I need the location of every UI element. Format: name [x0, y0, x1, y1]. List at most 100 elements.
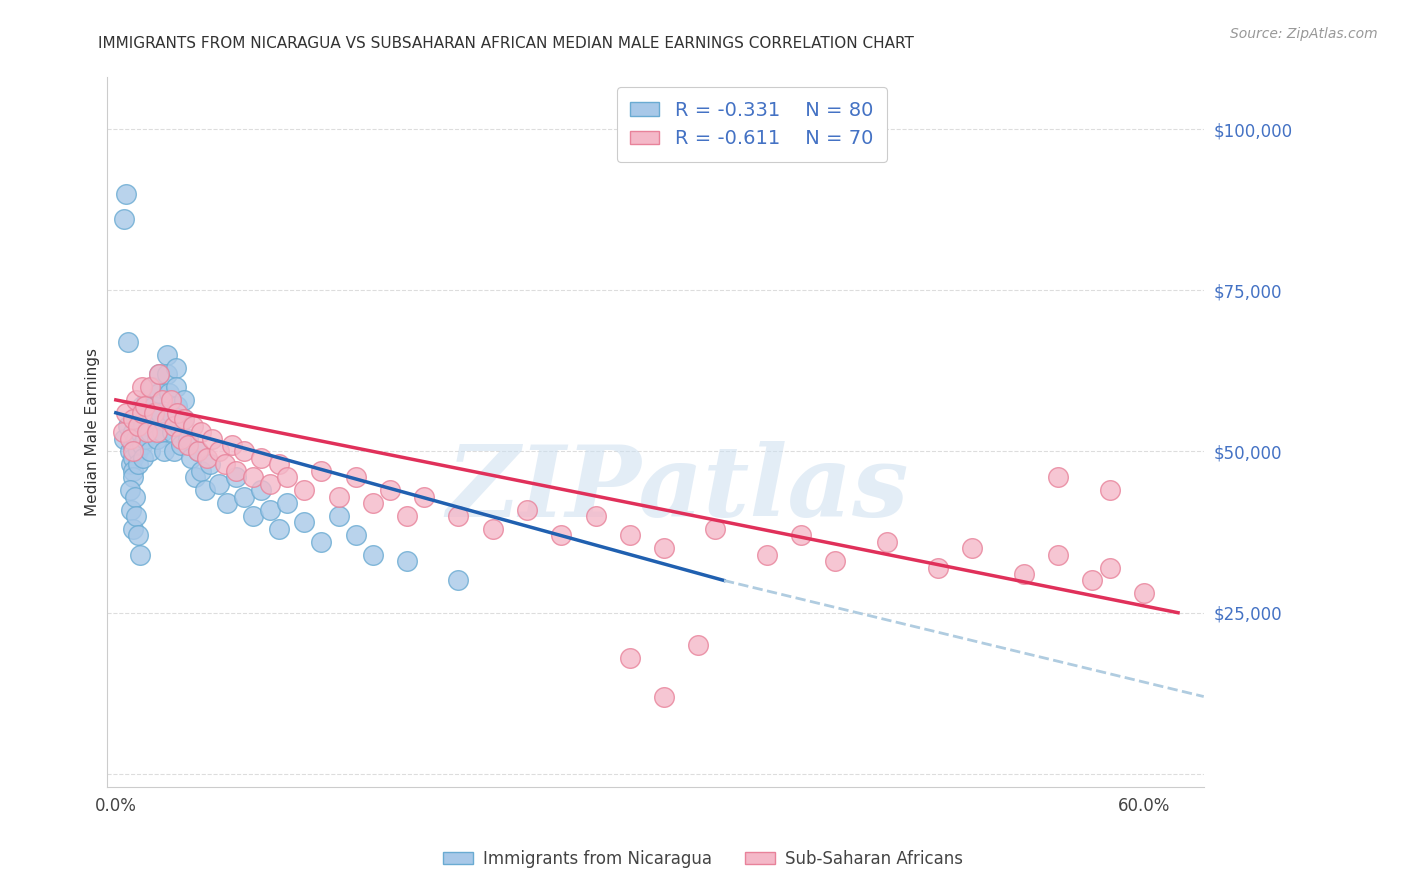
Point [132, 418, 155, 433]
Point [150, 392, 173, 407]
Point [187, 444, 209, 458]
Point [225, 470, 247, 484]
Point [259, 502, 281, 516]
Point [516, 502, 538, 516]
Point [146, 432, 169, 446]
Point [1132, 586, 1154, 600]
Point [242, 470, 264, 484]
Point [148, 386, 170, 401]
Point [138, 418, 160, 433]
Point [1098, 483, 1121, 498]
Point [962, 541, 984, 556]
Point [120, 458, 142, 472]
Point [159, 392, 181, 407]
Point [118, 483, 141, 498]
Point [162, 425, 184, 439]
Point [413, 490, 436, 504]
Point [652, 690, 675, 704]
Point [276, 470, 298, 484]
Point [344, 528, 367, 542]
Point [112, 212, 135, 227]
Point [141, 380, 163, 394]
Point [166, 400, 188, 414]
Point [267, 458, 290, 472]
Text: Source: ZipAtlas.com: Source: ZipAtlas.com [1230, 27, 1378, 41]
Text: ZIPatlas: ZIPatlas [446, 441, 908, 537]
Point [1081, 574, 1104, 588]
Point [396, 508, 419, 523]
Point [127, 458, 149, 472]
Point [127, 444, 149, 458]
Point [143, 412, 166, 426]
Point [127, 418, 149, 433]
Point [118, 444, 141, 458]
Point [139, 425, 162, 439]
Point [112, 432, 135, 446]
Point [132, 450, 155, 465]
Y-axis label: Median Male Earnings: Median Male Earnings [86, 348, 100, 516]
Point [619, 528, 641, 542]
Point [142, 400, 165, 414]
Point [122, 450, 145, 465]
Point [131, 438, 153, 452]
Point [276, 496, 298, 510]
Point [790, 528, 813, 542]
Point [122, 412, 145, 426]
Point [688, 638, 710, 652]
Point [131, 380, 153, 394]
Legend: Immigrants from Nicaragua, Sub-Saharan Africans: Immigrants from Nicaragua, Sub-Saharan A… [436, 844, 970, 875]
Point [177, 438, 200, 452]
Point [704, 522, 727, 536]
Point [195, 450, 218, 465]
Point [165, 380, 187, 394]
Point [311, 464, 333, 478]
Point [156, 348, 179, 362]
Point [344, 470, 367, 484]
Point [201, 432, 224, 446]
Point [180, 450, 202, 465]
Point [148, 367, 170, 381]
Point [115, 186, 138, 201]
Point [1098, 560, 1121, 574]
Point [927, 560, 949, 574]
Point [396, 554, 419, 568]
Point [447, 574, 470, 588]
Point [177, 432, 200, 446]
Point [292, 483, 315, 498]
Point [120, 502, 142, 516]
Point [250, 450, 273, 465]
Point [127, 528, 149, 542]
Point [447, 508, 470, 523]
Point [187, 444, 209, 458]
Text: IMMIGRANTS FROM NICARAGUA VS SUBSAHARAN AFRICAN MEDIAN MALE EARNINGS CORRELATION: IMMIGRANTS FROM NICARAGUA VS SUBSAHARAN … [98, 36, 914, 51]
Point [225, 464, 247, 478]
Point [755, 548, 778, 562]
Point [149, 406, 172, 420]
Point [190, 464, 212, 478]
Point [125, 412, 148, 426]
Point [481, 522, 503, 536]
Point [131, 412, 153, 426]
Point [242, 508, 264, 523]
Point [259, 476, 281, 491]
Point [170, 438, 193, 452]
Point [250, 483, 273, 498]
Point [131, 406, 153, 420]
Point [194, 483, 217, 498]
Point [170, 432, 193, 446]
Point [217, 496, 239, 510]
Point [328, 508, 350, 523]
Point [824, 554, 846, 568]
Point [233, 444, 256, 458]
Point [156, 412, 179, 426]
Point [1047, 548, 1070, 562]
Point [163, 418, 186, 433]
Point [221, 438, 243, 452]
Point [135, 425, 157, 439]
Point [131, 400, 153, 414]
Point [148, 367, 170, 381]
Point [183, 470, 205, 484]
Point [619, 651, 641, 665]
Point [139, 406, 162, 420]
Point [292, 516, 315, 530]
